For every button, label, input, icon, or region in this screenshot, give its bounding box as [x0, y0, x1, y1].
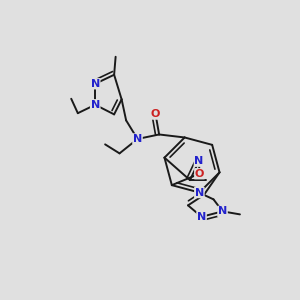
Text: O: O [195, 169, 204, 179]
Text: O: O [151, 109, 160, 119]
Text: N: N [91, 79, 100, 89]
Text: N: N [218, 206, 227, 216]
Text: N: N [197, 212, 206, 222]
Text: N: N [195, 188, 204, 197]
Text: N: N [133, 134, 142, 144]
Text: N: N [194, 156, 204, 166]
Text: N: N [91, 100, 100, 110]
